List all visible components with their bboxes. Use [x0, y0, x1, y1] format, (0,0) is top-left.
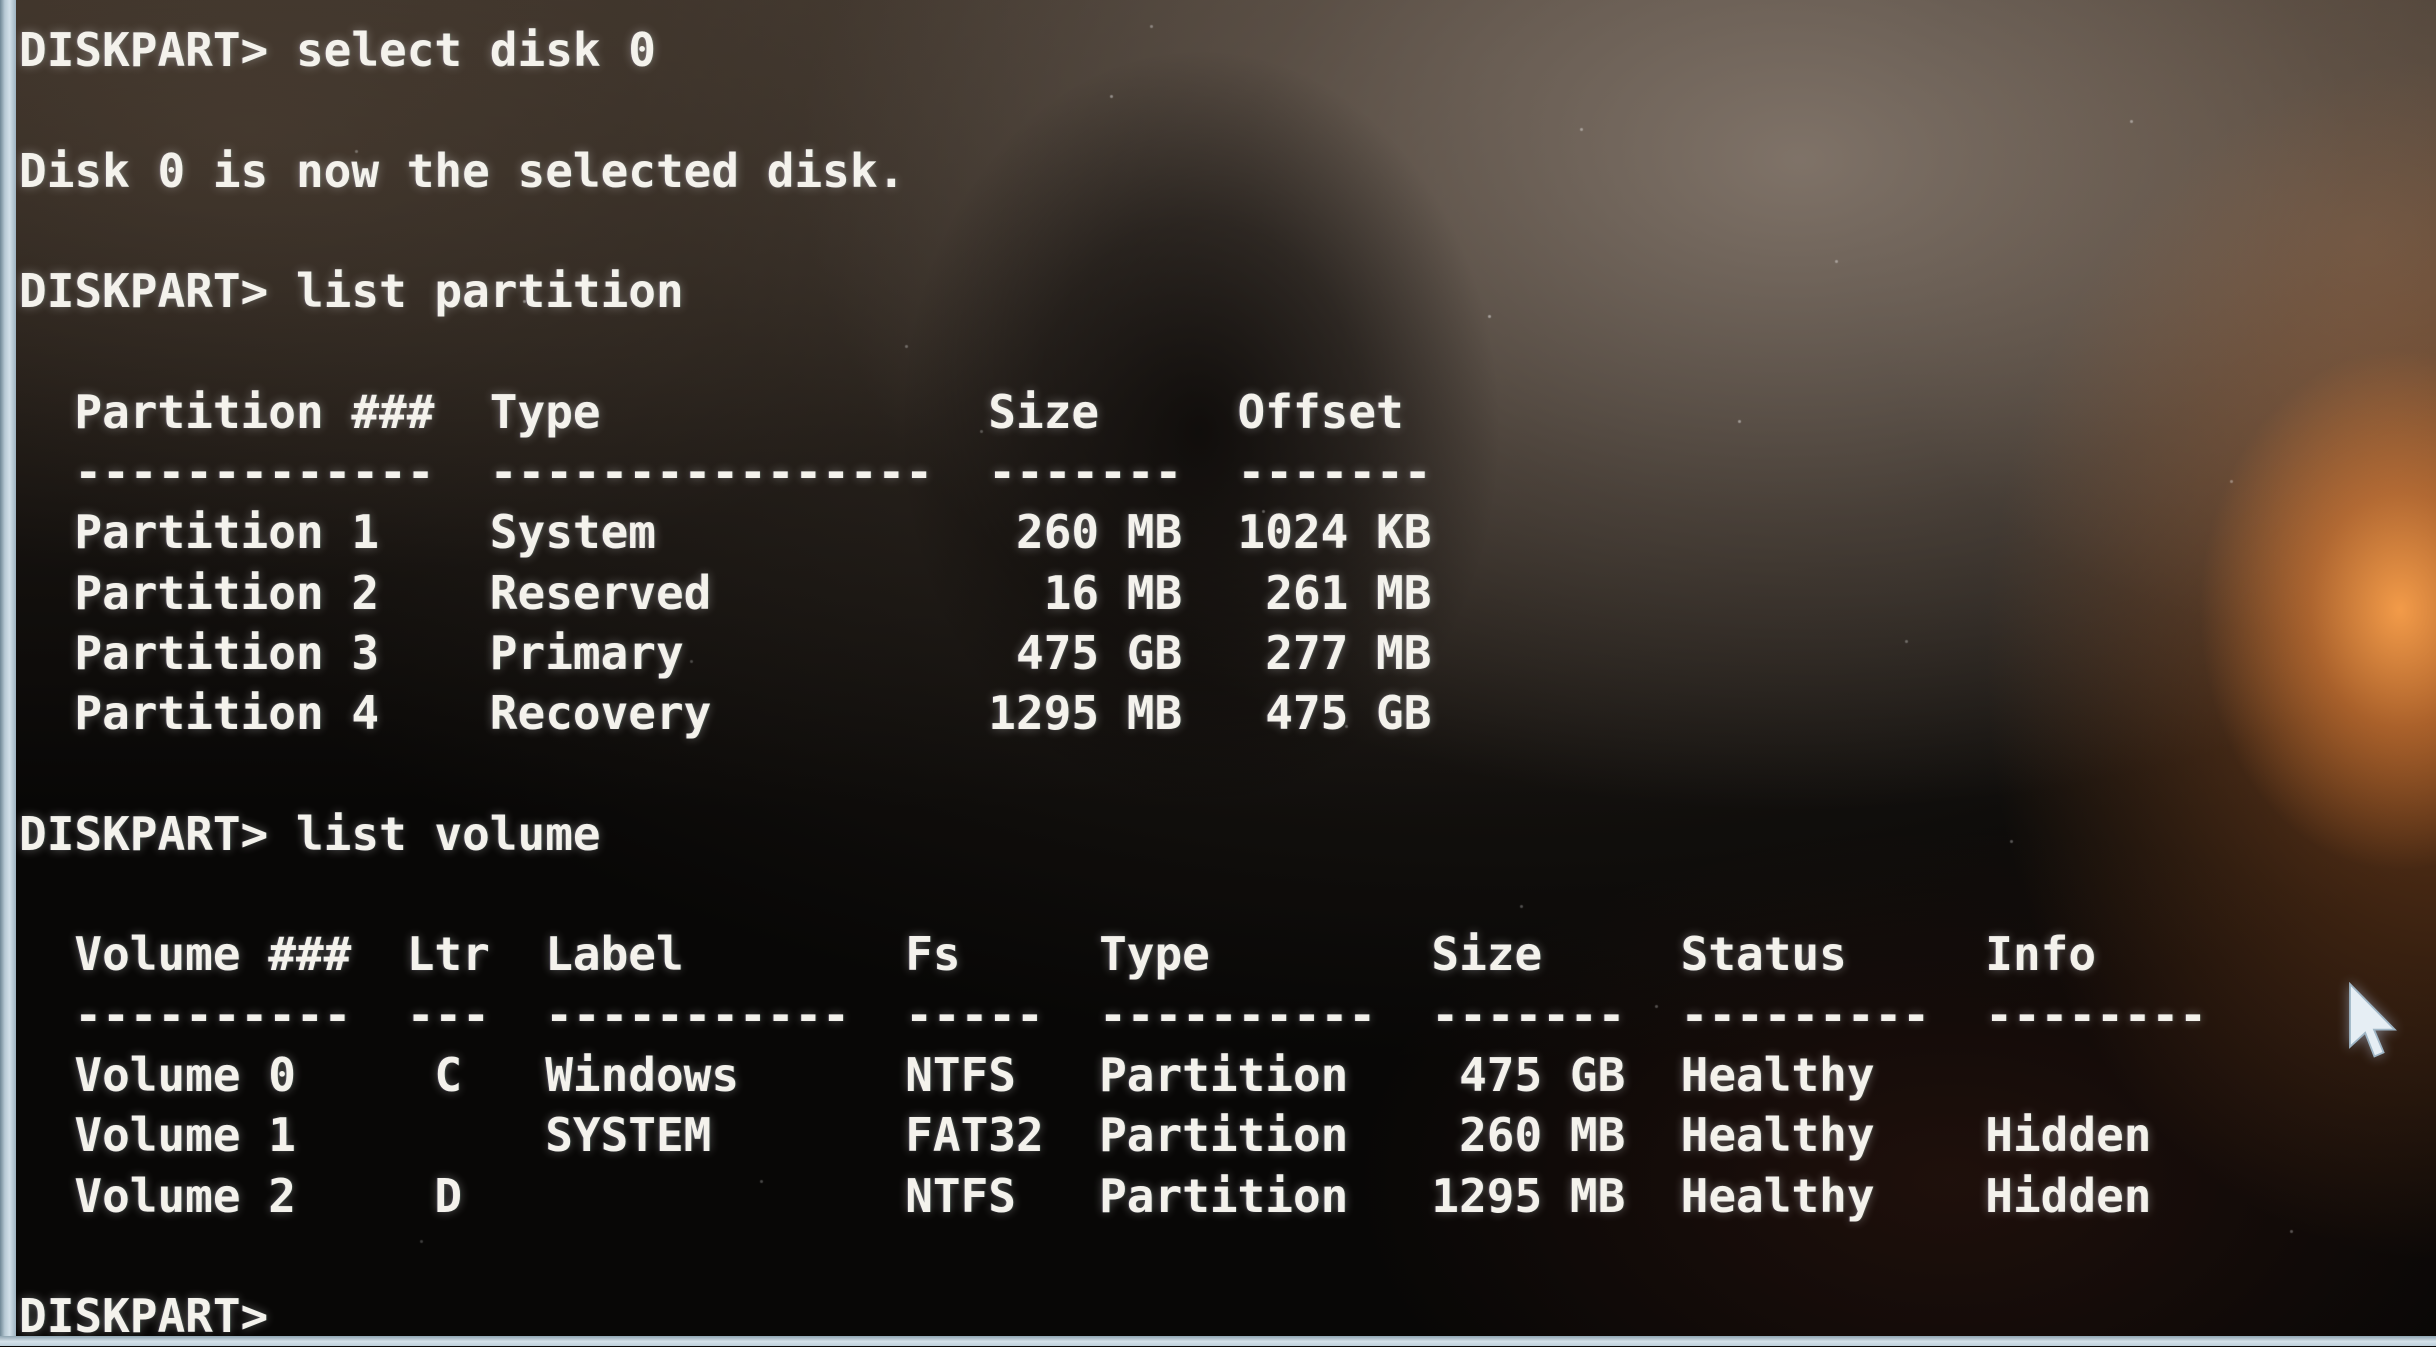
mouse-pointer-icon — [2349, 982, 2397, 1058]
terminal-blank-line — [19, 744, 2436, 804]
partition-table-row: Partition 1 System 260 MB 1024 KB — [19, 505, 1432, 560]
terminal-blank-line — [19, 1226, 2436, 1286]
volume-table-divider: ---------- --- ----------- ----- -------… — [19, 987, 2207, 1042]
terminal-active-prompt[interactable]: DISKPART> — [19, 1289, 269, 1344]
partition-table-row: Partition 2 Reserved 16 MB 261 MB — [19, 565, 1432, 620]
diskpart-console[interactable]: DISKPART> select disk 0 Disk 0 is now th… — [19, 20, 2436, 1347]
partition-table-header: Partition ### Type Size Offset — [19, 384, 1404, 439]
terminal-blank-line — [19, 80, 2436, 140]
screen-bezel-bottom-strip — [0, 1336, 2436, 1346]
terminal-line-list-volume-command: DISKPART> list volume — [19, 806, 601, 861]
volume-table-row: Volume 1 SYSTEM FAT32 Partition 260 MB H… — [19, 1108, 2152, 1163]
volume-table-row: Volume 0 C Windows NTFS Partition 475 GB… — [19, 1048, 1875, 1103]
partition-table-row: Partition 3 Primary 475 GB 277 MB — [19, 625, 1432, 680]
terminal-blank-line — [19, 201, 2436, 261]
terminal-blank-line — [19, 864, 2436, 924]
terminal-line-list-partition-command: DISKPART> list partition — [19, 264, 684, 319]
partition-table-row: Partition 4 Recovery 1295 MB 475 GB — [19, 686, 1432, 741]
terminal-line-select-disk-command: DISKPART> select disk 0 — [19, 23, 656, 77]
terminal-line-disk-selected-message: Disk 0 is now the selected disk. — [19, 143, 906, 198]
partition-table-divider: ------------- ---------------- ------- -… — [19, 445, 1432, 500]
volume-table-row: Volume 2 D NTFS Partition 1295 MB Health… — [19, 1168, 2152, 1223]
terminal-blank-line — [19, 321, 2436, 381]
screen-bezel-left-strip — [0, 0, 16, 1346]
volume-table-header: Volume ### Ltr Label Fs Type Size Status… — [19, 927, 2097, 982]
